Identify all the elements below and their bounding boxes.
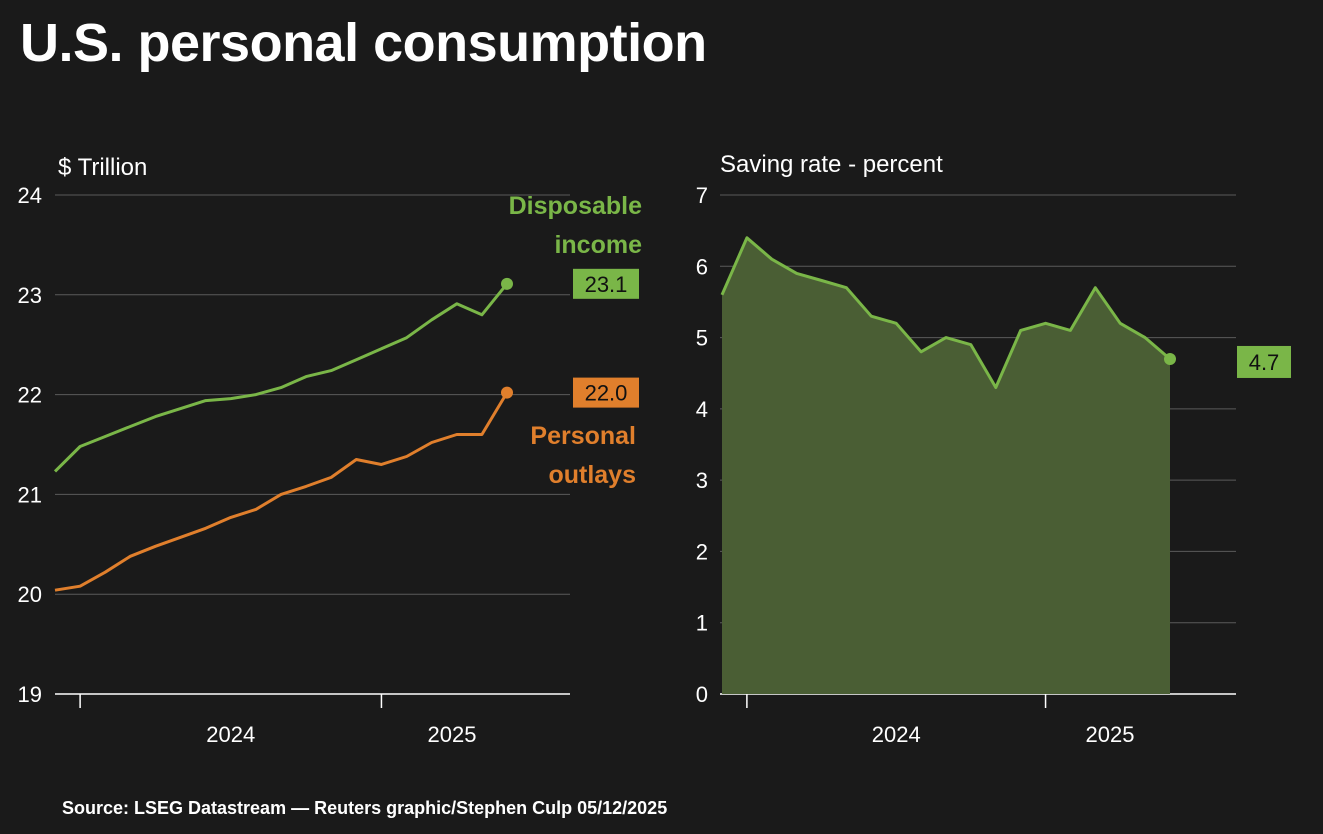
page-title: U.S. personal consumption (20, 13, 707, 73)
right-chart-labels: 4.7 (1237, 345, 1291, 378)
right-chart-area (722, 237, 1170, 695)
series-end-marker (1164, 352, 1176, 365)
right-y-tick-label: 4 (696, 397, 708, 422)
left-y-tick-label: 21 (18, 482, 42, 507)
right-y-tick-label: 7 (696, 183, 708, 208)
series-line-disposable-income (53, 282, 509, 473)
right-y-tick-label: 6 (696, 254, 708, 279)
left-x-tick-label: 2025 (428, 722, 477, 747)
left-y-tick-label: 20 (18, 582, 42, 607)
left-y-tick-label: 19 (18, 682, 42, 707)
value-badge-label: 22.0 (585, 381, 628, 406)
right-y-tick-label: 0 (696, 682, 708, 707)
right-y-tick-label: 2 (696, 539, 708, 564)
source-note: Source: LSEG Datastream — Reuters graphi… (62, 798, 668, 818)
series-label: Personal (530, 422, 636, 450)
value-badge (573, 268, 639, 299)
right-y-tick-label: 1 (696, 611, 708, 636)
left-y-tick-label: 23 (18, 283, 42, 308)
series-label: Disposable (509, 192, 642, 220)
series-label: outlays (548, 461, 636, 489)
series-label: income (554, 231, 642, 259)
right-chart-y-ticks: 0 1 2 3 4 5 6 7 (696, 183, 708, 707)
saving-rate-area (722, 237, 1170, 695)
left-chart-x-ticks: 2024 2025 (79, 694, 477, 747)
right-y-tick-label: 3 (696, 468, 708, 493)
series-end-marker (501, 277, 513, 290)
value-badge (573, 377, 639, 408)
left-chart-labels: 23.1 Disposable income 22.0 Personal outlays (509, 192, 642, 489)
right-chart-x-ticks: 2024 2025 (746, 694, 1135, 747)
right-x-tick-label: 2024 (872, 722, 921, 747)
left-y-tick-label: 22 (18, 383, 42, 408)
series-end-marker (501, 386, 513, 399)
value-badge-label: 23.1 (585, 272, 628, 297)
right-y-tick-label: 5 (696, 326, 708, 351)
left-chart-y-ticks: 19 20 21 22 23 24 (18, 183, 42, 707)
right-chart-unit-label: Saving rate - percent (720, 151, 943, 178)
left-chart: $ Trillion 19 20 21 22 23 24 2024 2025 23.1 Dis… (18, 154, 643, 747)
left-chart-series (53, 277, 513, 592)
left-chart-grid (55, 194, 570, 695)
left-chart-unit-label: $ Trillion (58, 154, 147, 181)
right-x-tick-label: 2025 (1086, 722, 1135, 747)
value-badge-label: 4.7 (1249, 350, 1280, 375)
right-chart-series (720, 236, 1176, 389)
series-line-personal-outlays (54, 391, 509, 592)
left-x-tick-label: 2024 (206, 722, 255, 747)
value-badge (1237, 345, 1291, 378)
left-y-tick-label: 24 (18, 183, 42, 208)
